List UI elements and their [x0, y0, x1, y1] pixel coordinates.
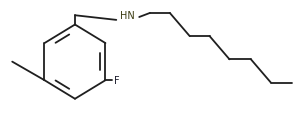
- Text: HN: HN: [120, 11, 134, 21]
- Text: F: F: [114, 76, 120, 85]
